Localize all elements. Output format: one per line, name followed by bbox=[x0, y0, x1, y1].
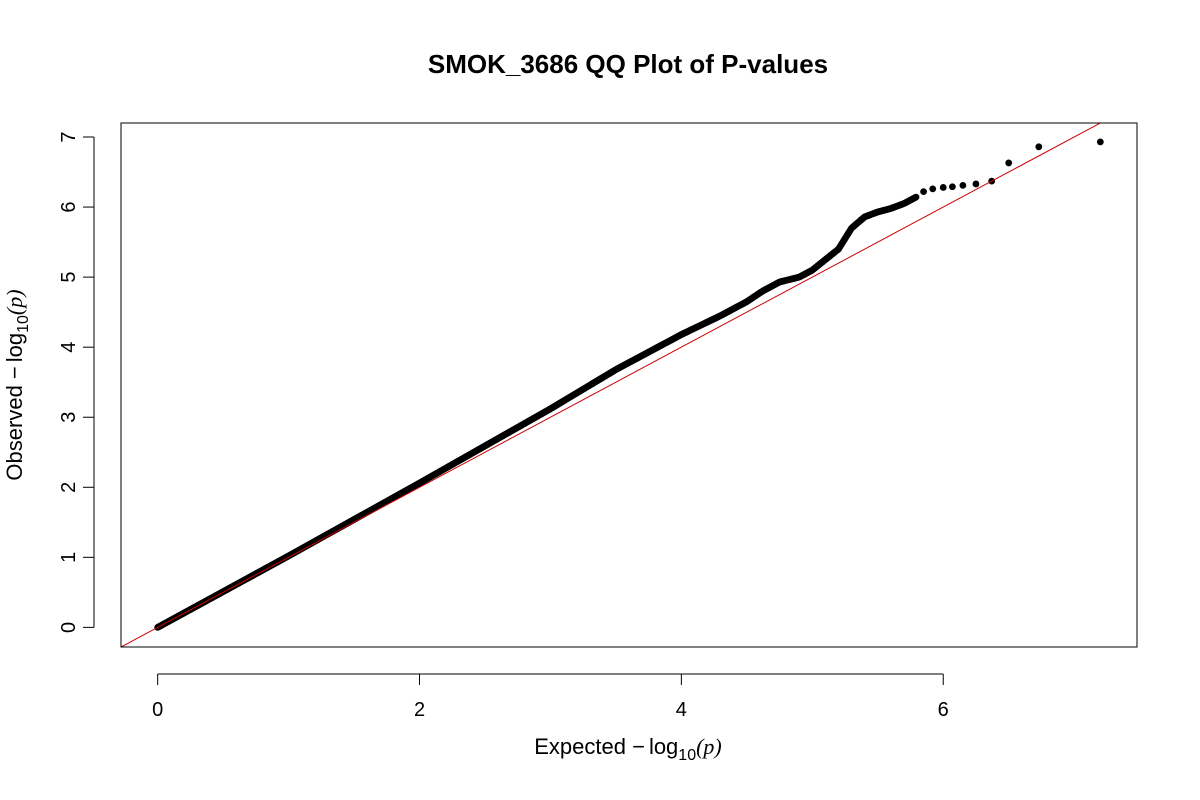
y-axis-label-var: p bbox=[2, 297, 27, 310]
x-axis-label-prefix: Expected bbox=[534, 734, 632, 759]
x-axis-label: Expected − log10(p) bbox=[534, 734, 722, 764]
reference-line bbox=[121, 123, 1102, 647]
y-tick-label: 2 bbox=[58, 482, 80, 493]
y-axis-label-prefix: Observed bbox=[2, 379, 27, 481]
x-tick-label: 6 bbox=[938, 699, 949, 721]
y-tick-label: 5 bbox=[58, 272, 80, 283]
chart-title: SMOK_3686 QQ Plot of P-values bbox=[428, 49, 828, 79]
x-axis: 0 2 4 6 bbox=[152, 673, 949, 721]
x-tick-label: 0 bbox=[152, 699, 163, 721]
data-point bbox=[948, 183, 956, 191]
data-point bbox=[912, 193, 920, 201]
x-axis-label-log: log bbox=[649, 734, 678, 759]
y-axis-label-sub: 10 bbox=[15, 315, 32, 333]
data-point bbox=[939, 184, 947, 191]
x-axis-label-minus: − bbox=[632, 734, 645, 759]
data-point bbox=[959, 181, 967, 189]
y-tick-label: 1 bbox=[58, 552, 80, 563]
y-tick-label: 3 bbox=[58, 412, 80, 423]
data-point bbox=[929, 185, 937, 193]
y-axis-label-minus: − bbox=[2, 366, 27, 379]
y-tick-label: 4 bbox=[58, 342, 80, 353]
y-axis: 0 1 2 3 4 5 6 7 bbox=[58, 131, 95, 633]
y-axis-label-open: ( bbox=[2, 306, 27, 315]
data-point bbox=[1035, 143, 1043, 151]
y-axis-label: Observed − log10(p) bbox=[2, 289, 32, 480]
y-tick-label: 6 bbox=[58, 202, 80, 213]
x-axis-label-open: ( bbox=[696, 734, 705, 759]
data-point bbox=[972, 180, 980, 188]
plot-frame bbox=[120, 122, 1138, 648]
x-axis-label-sub: 10 bbox=[678, 747, 696, 764]
x-axis-label-var: p bbox=[701, 734, 714, 759]
y-tick-label: 7 bbox=[58, 131, 80, 142]
data-points bbox=[154, 138, 1104, 631]
data-point bbox=[1005, 159, 1013, 167]
data-point bbox=[920, 188, 927, 196]
data-point bbox=[1096, 138, 1104, 146]
y-axis-label-close: ) bbox=[2, 289, 27, 298]
x-tick-label: 2 bbox=[414, 699, 425, 721]
y-axis-label-log: log bbox=[2, 333, 27, 362]
x-tick-label: 4 bbox=[676, 699, 687, 721]
y-tick-label: 0 bbox=[58, 622, 80, 633]
x-axis-label-close: ) bbox=[712, 734, 721, 759]
